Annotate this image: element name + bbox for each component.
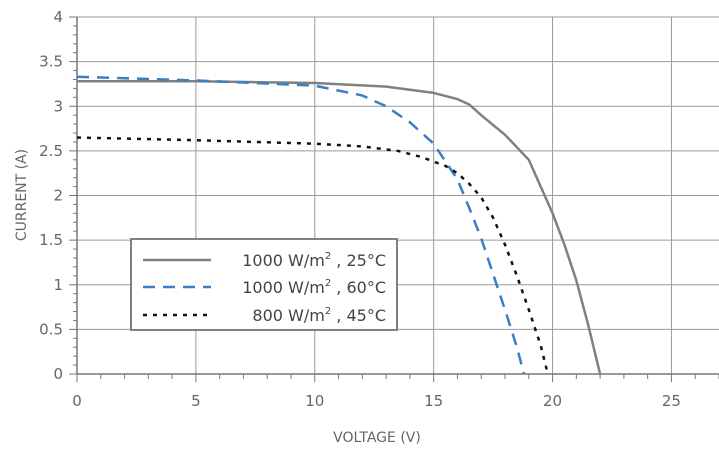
y-tick-label-0.5: 0.5 <box>39 320 63 338</box>
x-tick-label-10: 10 <box>305 392 324 410</box>
y-axis-title: CURRENT (A) <box>14 149 30 241</box>
legend: 1000 W/m2 , 25°C 1000 W/m2 , 60°C 800 W/… <box>130 238 398 331</box>
y-tick-label-4: 4 <box>53 8 63 26</box>
data-series <box>76 75 602 375</box>
series-line-2 <box>76 75 526 375</box>
y-tick-label-2: 2 <box>53 187 63 205</box>
legend-label-2: 1000 W/m2 , 60°C <box>242 278 386 297</box>
axes <box>69 16 719 382</box>
y-tick-label-3.5: 3.5 <box>39 53 63 71</box>
x-tick-label-0: 0 <box>72 392 82 410</box>
y-tick-label-0: 0 <box>53 365 63 383</box>
y-tick-label-2.5: 2.5 <box>39 142 63 160</box>
y-tick-label-3: 3 <box>53 97 63 115</box>
y-tick-label-1: 1 <box>53 276 63 294</box>
x-tick-label-25: 25 <box>662 392 681 410</box>
x-axis-title: VOLTAGE (V) <box>333 430 421 446</box>
series-line-1 <box>77 80 602 375</box>
y-tick-label-1.5: 1.5 <box>39 231 63 249</box>
x-tick-label-20: 20 <box>543 392 562 410</box>
legend-label-1: 1000 W/m2 , 25°C <box>242 251 386 270</box>
tick-labels: 0 5 10 15 20 25 0 0.5 1 1.5 2 2.5 3 3.5 4 <box>39 8 681 410</box>
x-tick-label-15: 15 <box>424 392 443 410</box>
x-tick-label-5: 5 <box>191 392 201 410</box>
legend-label-3: 800 W/m2 , 45°C <box>252 306 386 325</box>
